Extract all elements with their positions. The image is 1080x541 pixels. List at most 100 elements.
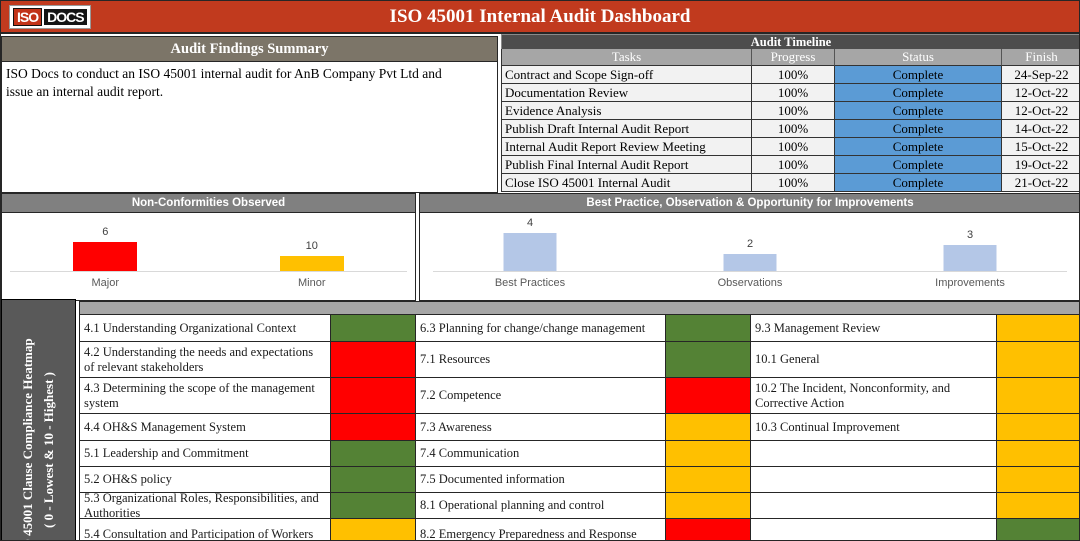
chart-value-label: 10 xyxy=(305,240,318,252)
heatmap-clause-label xyxy=(751,467,997,493)
heatmap-score-cell xyxy=(666,342,751,378)
best-practice-chart-title: Best Practice, Observation & Opportunity… xyxy=(419,193,1079,213)
timeline-task-cell: Publish Draft Internal Audit Report xyxy=(502,120,752,138)
heatmap-clause-label: 10.3 Continual Improvement xyxy=(751,414,997,441)
heatmap-score-cell xyxy=(331,493,416,519)
heatmap-score-cell xyxy=(331,414,416,441)
best-practice-chart-plot: 4 Best Practices 2 Observations 3 Improvement… xyxy=(419,213,1079,301)
timeline-column-header: Status xyxy=(835,49,1002,66)
timeline-task-cell: Documentation Review xyxy=(502,84,752,102)
heatmap-score-cell xyxy=(666,414,751,441)
page-title: ISO 45001 Internal Audit Dashboard xyxy=(389,5,691,27)
heatmap-clause-label xyxy=(751,519,997,540)
chart-value-label: 6 xyxy=(102,226,109,238)
heatmap-score-cell xyxy=(666,315,751,342)
audit-findings-text: ISO Docs to conduct an ISO 45001 interna… xyxy=(6,66,442,100)
heatmap-clause-label: 5.4 Consultation and Participation of Wo… xyxy=(80,519,331,540)
timeline-finish-cell: 21-Oct-22 xyxy=(1002,174,1079,192)
timeline-status-cell: Complete xyxy=(835,102,1002,120)
heatmap-score-cell xyxy=(331,378,416,414)
timeline-column-header: Tasks xyxy=(502,49,752,66)
dashboard-header: ISO DOCS ISO 45001 Internal Audit Dashbo… xyxy=(1,1,1079,34)
timeline-task-cell: Close ISO 45001 Internal Audit xyxy=(502,174,752,192)
timeline-status-cell: Complete xyxy=(835,84,1002,102)
timeline-finish-cell: 19-Oct-22 xyxy=(1002,156,1079,174)
chart-value-label: 4 xyxy=(526,217,534,229)
heatmap-score-cell xyxy=(997,342,1079,378)
heatmap-clause-label: 7.2 Competence xyxy=(416,378,666,414)
heatmap-clause-label: 7.1 Resources xyxy=(416,342,666,378)
timeline-task-cell: Evidence Analysis xyxy=(502,102,752,120)
timeline-progress-cell: 100% xyxy=(752,174,835,192)
heatmap-score-cell xyxy=(666,493,751,519)
timeline-progress-cell: 100% xyxy=(752,66,835,84)
timeline-progress-cell: 100% xyxy=(752,156,835,174)
chart-bar xyxy=(723,254,777,271)
timeline-body: Contract and Scope Sign-off 100% Complete 2… xyxy=(501,66,1079,192)
non-conformities-chart-title: Non-Conformities Observed xyxy=(1,193,416,213)
heatmap-sidebar-subtitle: ( 0 - Lowest & 10 - Highest ) xyxy=(40,372,56,528)
heatmap-score-cell xyxy=(331,467,416,493)
heatmap-clause-label: 4.1 Understanding Organizational Context xyxy=(80,315,331,342)
heatmap-clause-label xyxy=(751,493,997,519)
heatmap-score-cell xyxy=(331,342,416,378)
timeline-column-header: Progress xyxy=(752,49,835,66)
non-conformities-chart: Non-Conformities Observed 6 Major 10 Minor xyxy=(1,193,416,301)
chart-category-label: Minor xyxy=(297,277,326,289)
heatmap-score-cell xyxy=(997,315,1079,342)
heatmap-score-cell xyxy=(331,441,416,467)
timeline-finish-cell: 24-Sep-22 xyxy=(1002,66,1079,84)
heatmap-grid: 4.1 Understanding Organizational Context… xyxy=(79,315,1079,540)
best-practice-chart: Best Practice, Observation & Opportunity… xyxy=(419,193,1079,301)
heatmap-sidebar: ISO 45001 Clause Compliance Heatmap ( 0 … xyxy=(1,299,76,541)
chart-bar xyxy=(503,233,557,271)
timeline-status-cell: Complete xyxy=(835,138,1002,156)
heatmap-score-cell xyxy=(997,467,1079,493)
heatmap-clause-label: 7.3 Awareness xyxy=(416,414,666,441)
chart-category-label: Observations xyxy=(717,277,783,289)
x-axis-line xyxy=(10,271,407,272)
heatmap-score-cell xyxy=(666,441,751,467)
heatmap-clause-label: 5.1 Leadership and Commitment xyxy=(80,441,331,467)
heatmap-clause-label: 4.2 Understanding the needs and expectat… xyxy=(80,342,331,378)
chart-value-label: 2 xyxy=(746,238,754,250)
heatmap-score-cell xyxy=(666,519,751,540)
heatmap-clause-label: 5.3 Organizational Roles, Responsibiliti… xyxy=(80,491,331,520)
audit-findings-title: Audit Findings Summary xyxy=(2,37,497,62)
chart-bar xyxy=(73,242,138,271)
chart-bar xyxy=(279,256,344,271)
heatmap-clause-label xyxy=(751,441,997,467)
heatmap-clause-label: 10.1 General xyxy=(751,342,997,378)
timeline-header-row: Tasks Progress Status Finish xyxy=(501,49,1079,66)
isodocs-logo: ISO DOCS xyxy=(9,5,91,29)
heatmap-clause-label: 4.3 Determining the scope of the managem… xyxy=(80,378,331,414)
heatmap-clause-label: 10.2 The Incident, Nonconformity, and Co… xyxy=(751,378,997,414)
heatmap-sidebar-title: ISO 45001 Clause Compliance Heatmap xyxy=(19,338,35,541)
chart-category-label: Improvements xyxy=(935,277,1005,289)
timeline-progress-cell: 100% xyxy=(752,84,835,102)
heatmap-score-cell xyxy=(666,378,751,414)
heatmap-top-strip xyxy=(79,301,1079,315)
heatmap-clause-label: 7.4 Communication xyxy=(416,441,666,467)
heatmap-score-cell xyxy=(997,378,1079,414)
heatmap-score-cell xyxy=(331,315,416,342)
heatmap-clause-label: 8.1 Operational planning and control xyxy=(416,493,666,519)
chart-value-label: 3 xyxy=(966,229,974,241)
heatmap-score-cell xyxy=(997,519,1079,540)
chart-bar xyxy=(943,245,997,271)
x-axis-line xyxy=(433,271,1067,272)
heatmap-clause-label: 7.5 Documented information xyxy=(416,467,666,493)
timeline-progress-cell: 100% xyxy=(752,120,835,138)
heatmap-score-cell xyxy=(997,441,1079,467)
heatmap-clause-label: 5.2 OH&S policy xyxy=(80,467,331,493)
timeline-finish-cell: 12-Oct-22 xyxy=(1002,102,1079,120)
logo-iso-mark: ISO xyxy=(13,8,43,26)
heatmap-clause-label: 6.3 Planning for change/change managemen… xyxy=(416,315,666,342)
timeline-task-cell: Contract and Scope Sign-off xyxy=(502,66,752,84)
chart-category-label: Best Practices xyxy=(494,277,566,289)
heatmap-score-cell xyxy=(997,414,1079,441)
timeline-status-cell: Complete xyxy=(835,156,1002,174)
timeline-progress-cell: 100% xyxy=(752,102,835,120)
heatmap-clause-label: 8.2 Emergency Preparedness and Response xyxy=(416,519,666,540)
